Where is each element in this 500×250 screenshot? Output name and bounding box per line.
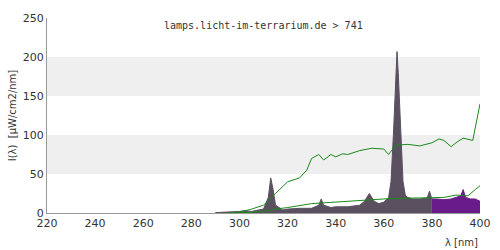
svg-text:I(λ) [µW/cm2/nm]: I(λ) [µW/cm2/nm]: [7, 70, 18, 162]
svg-text:280: 280: [181, 217, 202, 230]
svg-text:150: 150: [23, 90, 44, 103]
svg-text:100: 100: [23, 129, 44, 142]
svg-text:0: 0: [37, 207, 44, 220]
svg-text:360: 360: [373, 217, 394, 230]
svg-text:λ [nm]: λ [nm]: [445, 237, 478, 248]
svg-text:260: 260: [133, 217, 154, 230]
svg-text:200: 200: [23, 51, 44, 64]
svg-text:240: 240: [85, 217, 106, 230]
svg-text:250: 250: [23, 12, 44, 25]
svg-text:380: 380: [421, 217, 442, 230]
svg-text:220: 220: [37, 217, 58, 230]
svg-text:lamps.licht-im-terrarium.de >: lamps.licht-im-terrarium.de > 741: [164, 20, 363, 31]
svg-text:300: 300: [229, 217, 250, 230]
svg-text:340: 340: [325, 217, 346, 230]
svg-text:50: 50: [30, 168, 44, 181]
svg-text:400: 400: [470, 217, 491, 230]
svg-text:320: 320: [277, 217, 298, 230]
